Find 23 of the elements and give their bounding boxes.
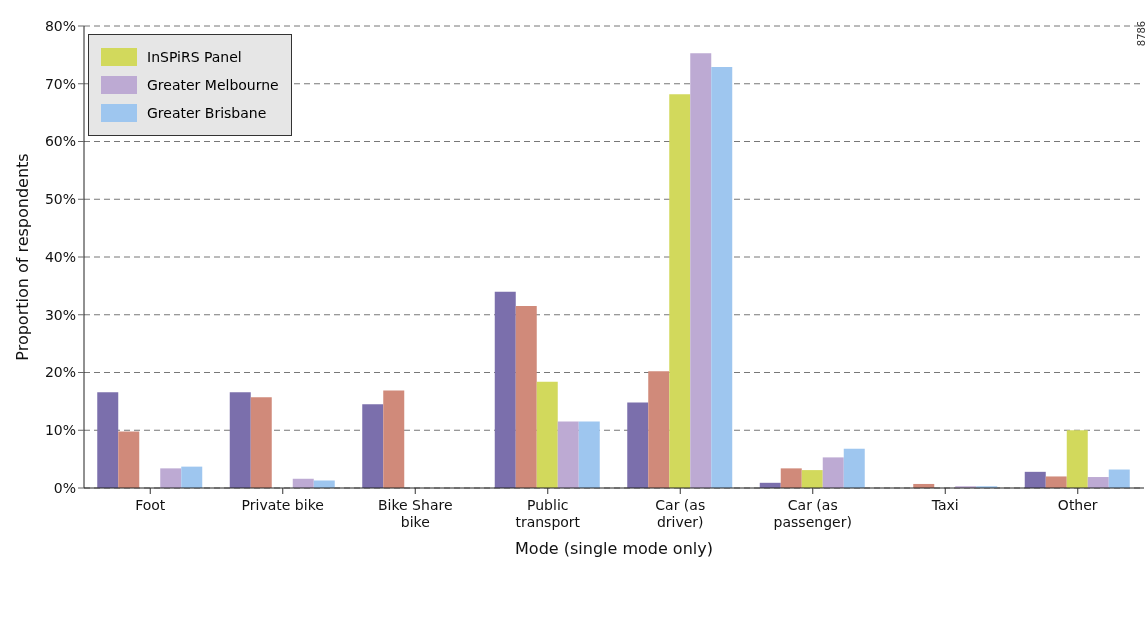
y-tick-label: 20% <box>44 364 76 381</box>
y-tick-label: 40% <box>44 248 76 265</box>
y-tick-label: 30% <box>44 306 76 323</box>
x-tick-label: Taxi <box>930 497 959 513</box>
y-tick-label: 60% <box>44 133 76 150</box>
y-tick-label: 10% <box>44 422 76 439</box>
x-tick-label: Car (as driver) <box>655 497 706 530</box>
annotation: 8786 <box>1135 20 1147 47</box>
x-tick-label: Car (as passenger) <box>773 497 852 530</box>
x-tick-label: Other <box>1057 497 1098 513</box>
x-tick-label: Bike Share bike <box>377 497 453 530</box>
y-tick-label: 80% <box>44 17 76 34</box>
legend-label: InSPiRS Panel <box>147 49 242 65</box>
x-tick-label: Foot <box>135 497 166 513</box>
x-tick-label: Private bike <box>241 497 324 513</box>
y-tick-label: 70% <box>44 75 76 92</box>
legend-label: Greater Brisbane <box>147 105 267 121</box>
x-tick-label: Public transport <box>515 497 581 530</box>
y-axis-title: Proportion of respondents <box>12 153 32 361</box>
y-tick-label: 50% <box>44 191 76 208</box>
legend-label: Greater Melbourne <box>147 77 279 93</box>
x-axis-title: Mode (single mode only) <box>515 539 713 558</box>
y-tick-label: 0% <box>53 479 76 496</box>
